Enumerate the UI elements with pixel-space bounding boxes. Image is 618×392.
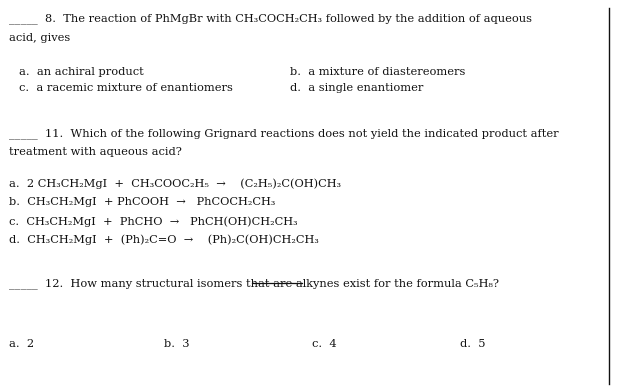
Text: b.  3: b. 3 bbox=[164, 339, 189, 349]
Text: _____  12.  How many structural isomers that are alkynes exist for the formula C: _____ 12. How many structural isomers th… bbox=[9, 278, 499, 289]
Text: a.  2 CH₃CH₂MgI  +  CH₃COOC₂H₅  →    (C₂H₅)₂C(OH)CH₃: a. 2 CH₃CH₂MgI + CH₃COOC₂H₅ → (C₂H₅)₂C(O… bbox=[9, 178, 341, 189]
Text: c.  4: c. 4 bbox=[312, 339, 337, 349]
Text: c.  CH₃CH₂MgI  +  PhCHO  →   PhCH(OH)CH₂CH₃: c. CH₃CH₂MgI + PhCHO → PhCH(OH)CH₂CH₃ bbox=[9, 216, 298, 227]
Text: a.  2: a. 2 bbox=[9, 339, 35, 349]
Text: acid, gives: acid, gives bbox=[9, 33, 70, 43]
Text: _____  8.  The reaction of PhMgBr with CH₃COCH₂CH₃ followed by the addition of a: _____ 8. The reaction of PhMgBr with CH₃… bbox=[9, 14, 532, 24]
Text: d.  a single enantiomer: d. a single enantiomer bbox=[290, 83, 424, 93]
Text: treatment with aqueous acid?: treatment with aqueous acid? bbox=[9, 147, 182, 158]
Text: b.  CH₃CH₂MgI  + PhCOOH  →   PhCOCH₂CH₃: b. CH₃CH₂MgI + PhCOOH → PhCOCH₂CH₃ bbox=[9, 197, 276, 207]
Text: d.  CH₃CH₂MgI  +  (Ph)₂C=O  →    (Ph)₂C(OH)CH₂CH₃: d. CH₃CH₂MgI + (Ph)₂C=O → (Ph)₂C(OH)CH₂C… bbox=[9, 235, 319, 245]
Text: c.  a racemic mixture of enantiomers: c. a racemic mixture of enantiomers bbox=[19, 83, 232, 93]
Text: d.  5: d. 5 bbox=[460, 339, 486, 349]
Text: a.  an achiral product: a. an achiral product bbox=[19, 67, 143, 77]
Text: _____  11.  Which of the following Grignard reactions does not yield the indicat: _____ 11. Which of the following Grignar… bbox=[9, 129, 559, 139]
Text: b.  a mixture of diastereomers: b. a mixture of diastereomers bbox=[290, 67, 466, 77]
